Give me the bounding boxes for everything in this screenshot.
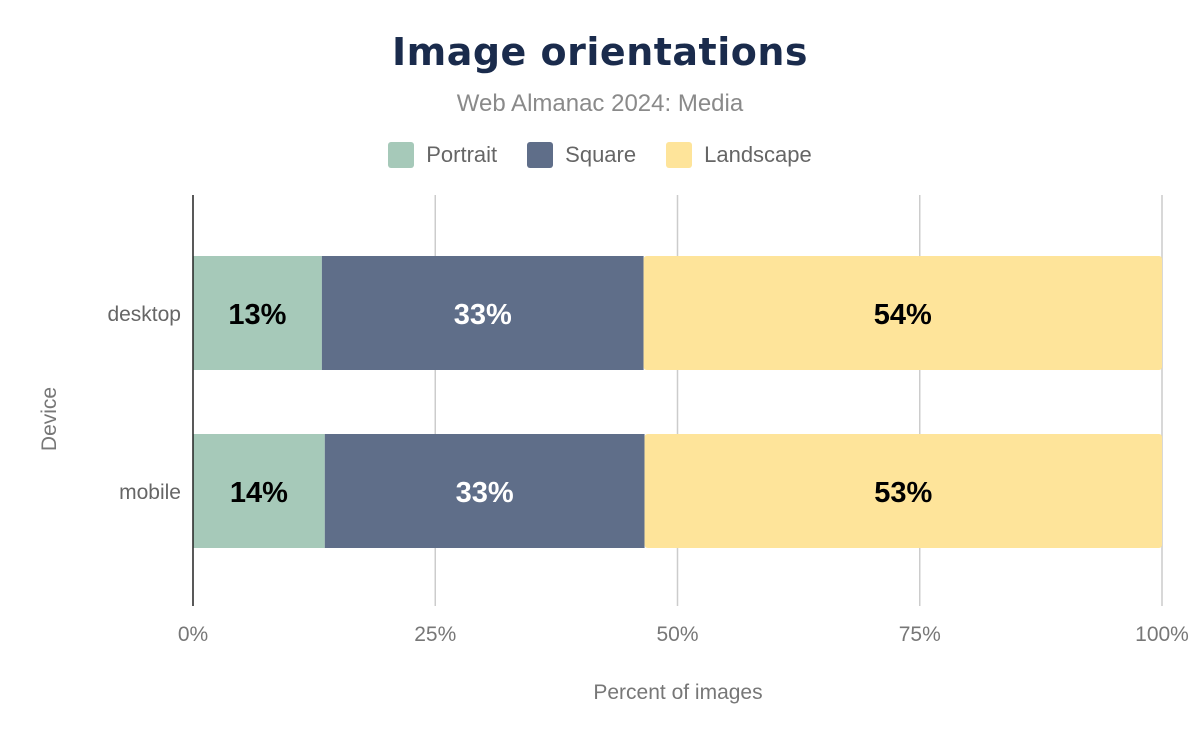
legend-label: Portrait xyxy=(426,142,498,167)
legend-label: Landscape xyxy=(704,142,812,167)
legend-item-square[interactable]: Square xyxy=(527,142,636,168)
x-tick-label: 25% xyxy=(414,623,456,646)
bar-landscape-mobile xyxy=(644,434,1162,548)
data-label: 54% xyxy=(874,299,932,331)
chart-title: Image orientations xyxy=(391,30,809,74)
data-label: 13% xyxy=(228,299,286,331)
data-label: 33% xyxy=(456,477,514,509)
legend-item-portrait[interactable]: Portrait xyxy=(388,142,497,168)
bar-square-desktop xyxy=(321,256,644,370)
x-tick-label: 75% xyxy=(899,623,941,646)
bar-portrait-desktop xyxy=(193,256,322,370)
legend-item-landscape[interactable]: Landscape xyxy=(666,142,812,168)
y-axis-title: Device xyxy=(38,387,61,451)
data-label: 14% xyxy=(230,477,288,509)
chart-subtitle: Web Almanac 2024: Media xyxy=(456,90,744,117)
x-axis-title: Percent of images xyxy=(593,681,762,704)
y-tick-label: desktop xyxy=(107,303,181,326)
bar-portrait-mobile xyxy=(193,434,325,548)
x-tick-label: 100% xyxy=(1135,623,1189,646)
y-tick-label: mobile xyxy=(119,481,181,504)
bar-landscape-desktop xyxy=(643,256,1162,370)
x-tick-label: 50% xyxy=(656,623,698,646)
legend-swatch xyxy=(527,142,554,168)
legend-swatch xyxy=(666,142,693,168)
data-label: 53% xyxy=(874,477,932,509)
legend-label: Square xyxy=(565,142,637,167)
x-tick-label: 0% xyxy=(178,623,208,646)
legend: Portrait Square Landscape xyxy=(0,142,1200,168)
legend-swatch xyxy=(388,142,415,168)
bar-square-mobile xyxy=(324,434,645,548)
data-label: 33% xyxy=(454,299,512,331)
